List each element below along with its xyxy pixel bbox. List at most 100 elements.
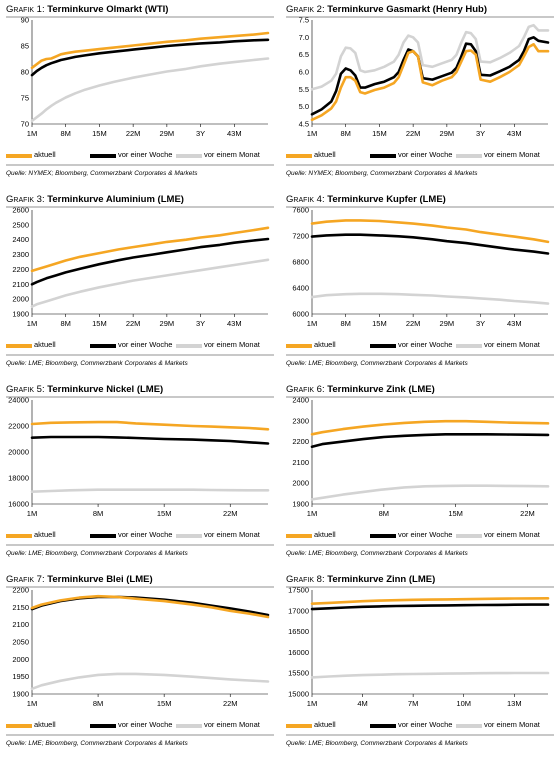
- legend-swatch: [6, 344, 32, 348]
- x-tick-label: 13M: [507, 699, 522, 708]
- y-tick-label: 2150: [12, 603, 29, 612]
- title-rule: [6, 16, 274, 18]
- series-line-aktuell: [30, 226, 270, 273]
- chart-legend: aktuell vor einer Woche vor einem Monat: [286, 150, 554, 162]
- legend-swatch: [286, 724, 312, 728]
- series-line-aktuell: [30, 594, 270, 619]
- title-rule: [286, 16, 554, 18]
- line-chart: 1900 2000 2100 2200 2300 2400 1M 8M 15M 22M: [292, 396, 550, 518]
- chart-panel-5: Grafik 5: Terminkurve Nickel (LME) 16000 1…: [6, 384, 274, 570]
- chart-legend: aktuell vor einer Woche vor einem Monat: [6, 150, 274, 162]
- series-line-vor-einer-Woche: [310, 603, 550, 611]
- y-tick-label: 6400: [292, 284, 309, 293]
- legend-label: vor einer Woche: [398, 340, 453, 349]
- chart-title: Grafik 6: Terminkurve Zink (LME): [286, 384, 435, 395]
- x-tick-label: 8M: [93, 509, 103, 518]
- legend-label: aktuell: [314, 720, 336, 729]
- x-tick-label: 15M: [372, 129, 387, 138]
- title-rule: [6, 206, 274, 208]
- legend-swatch: [456, 154, 482, 158]
- legend-label: vor einem Monat: [204, 340, 260, 349]
- legend-label: aktuell: [314, 530, 336, 539]
- y-tick-label: 2000: [12, 295, 29, 304]
- chart-panel-3: Grafik 3: Terminkurve Aluminium (LME) 190…: [6, 194, 274, 380]
- y-tick-label: 2100: [12, 280, 29, 289]
- x-tick-label: 22M: [126, 319, 141, 328]
- y-tick-label: 1950: [12, 672, 29, 681]
- chart-legend: aktuell vor einer Woche vor einem Monat: [6, 340, 274, 352]
- x-tick-label: 22M: [223, 509, 238, 518]
- line-chart: 4.5 5.0 5.5 6.0 6.5 7.0 7.5 1M 8M 15M 22M 29M 3Y 43M: [299, 16, 550, 138]
- series-line-vor-einer-Woche: [30, 38, 270, 77]
- legend-label: aktuell: [34, 530, 56, 539]
- y-tick-label: 7600: [292, 206, 309, 215]
- series-line-vor-einem-Monat: [310, 484, 550, 501]
- source-note: Quelle: LME; Bloomberg, Commerzbank Corp…: [6, 550, 188, 557]
- x-tick-label: 1M: [27, 129, 37, 138]
- y-tick-label: 22000: [8, 422, 29, 431]
- x-tick-label: 22M: [406, 129, 421, 138]
- y-tick-label: 7.5: [299, 16, 309, 25]
- y-tick-label: 2300: [292, 416, 309, 425]
- chart-title-name: Terminkurve Kupfer (LME): [327, 194, 446, 205]
- y-tick-label: 1900: [12, 690, 29, 699]
- y-tick-label: 17000: [288, 606, 309, 615]
- bottom-rule: [6, 354, 274, 356]
- legend-label: vor einer Woche: [118, 340, 173, 349]
- series-line-aktuell: [310, 596, 550, 606]
- source-note: Quelle: LME; Bloomberg, Commerzbank Corp…: [286, 740, 468, 747]
- x-tick-label: 8M: [341, 129, 351, 138]
- chart-title-prefix: Grafik: [286, 4, 315, 15]
- y-tick-label: 17500: [288, 586, 309, 595]
- legend-swatch: [90, 344, 116, 348]
- y-tick-label: 2100: [292, 458, 309, 467]
- chart-title-prefix: Grafik: [6, 574, 35, 585]
- title-rule: [6, 396, 274, 398]
- legend-label: aktuell: [34, 150, 56, 159]
- x-tick-label: 4M: [357, 699, 367, 708]
- x-tick-label: 29M: [160, 129, 175, 138]
- x-tick-label: 29M: [160, 319, 175, 328]
- y-tick-label: 80: [21, 68, 29, 77]
- chart-title-number: 5:: [36, 384, 45, 395]
- y-tick-label: 6800: [292, 258, 309, 267]
- chart-title-number: 6:: [316, 384, 325, 395]
- y-tick-label: 75: [21, 94, 29, 103]
- y-tick-label: 2600: [12, 206, 29, 215]
- x-tick-label: 1M: [27, 699, 37, 708]
- legend-label: aktuell: [34, 720, 56, 729]
- x-tick-label: 1M: [307, 129, 317, 138]
- chart-title-number: 1:: [36, 4, 45, 15]
- line-chart: 15000 15500 16000 16500 17000 17500 1M 4M 7M 10M 1…: [288, 586, 550, 708]
- x-tick-label: 15M: [92, 319, 107, 328]
- series-line-vor-einem-Monat: [30, 672, 270, 691]
- line-chart: 16000 18000 20000 22000 24000 1M 8M 15M 22M: [8, 396, 270, 518]
- chart-title: Grafik 1: Terminkurve Olmarkt (WTI): [6, 4, 168, 15]
- y-tick-label: 85: [21, 42, 29, 51]
- chart-title-name: Terminkurve Aluminium (LME): [47, 194, 184, 205]
- legend-swatch: [90, 154, 116, 158]
- y-tick-label: 6000: [292, 310, 309, 319]
- series-line-vor-einem-Monat: [30, 258, 270, 308]
- chart-title-number: 2:: [316, 4, 325, 15]
- bottom-rule: [286, 354, 554, 356]
- x-tick-label: 8M: [93, 699, 103, 708]
- x-tick-label: 29M: [440, 129, 455, 138]
- chart-panel-1: Grafik 1: Terminkurve Olmarkt (WTI) 70 75 8…: [6, 4, 274, 190]
- series-line-vor-einer-Woche: [30, 435, 270, 445]
- series-line-vor-einem-Monat: [310, 292, 550, 305]
- x-tick-label: 8M: [61, 319, 71, 328]
- x-tick-label: 29M: [440, 319, 455, 328]
- y-tick-label: 70: [21, 120, 29, 129]
- y-tick-label: 2050: [12, 638, 29, 647]
- series-line-aktuell: [310, 419, 550, 436]
- legend-swatch: [6, 724, 32, 728]
- y-tick-label: 24000: [8, 396, 29, 405]
- source-note: Quelle: LME; Bloomberg, Commerzbank Corp…: [286, 360, 468, 367]
- chart-title-prefix: Grafik: [6, 384, 35, 395]
- bottom-rule: [6, 544, 274, 546]
- y-tick-label: 2200: [292, 437, 309, 446]
- legend-swatch: [6, 154, 32, 158]
- y-tick-label: 2200: [12, 265, 29, 274]
- chart-title: Grafik 8: Terminkurve Zinn (LME): [286, 574, 435, 585]
